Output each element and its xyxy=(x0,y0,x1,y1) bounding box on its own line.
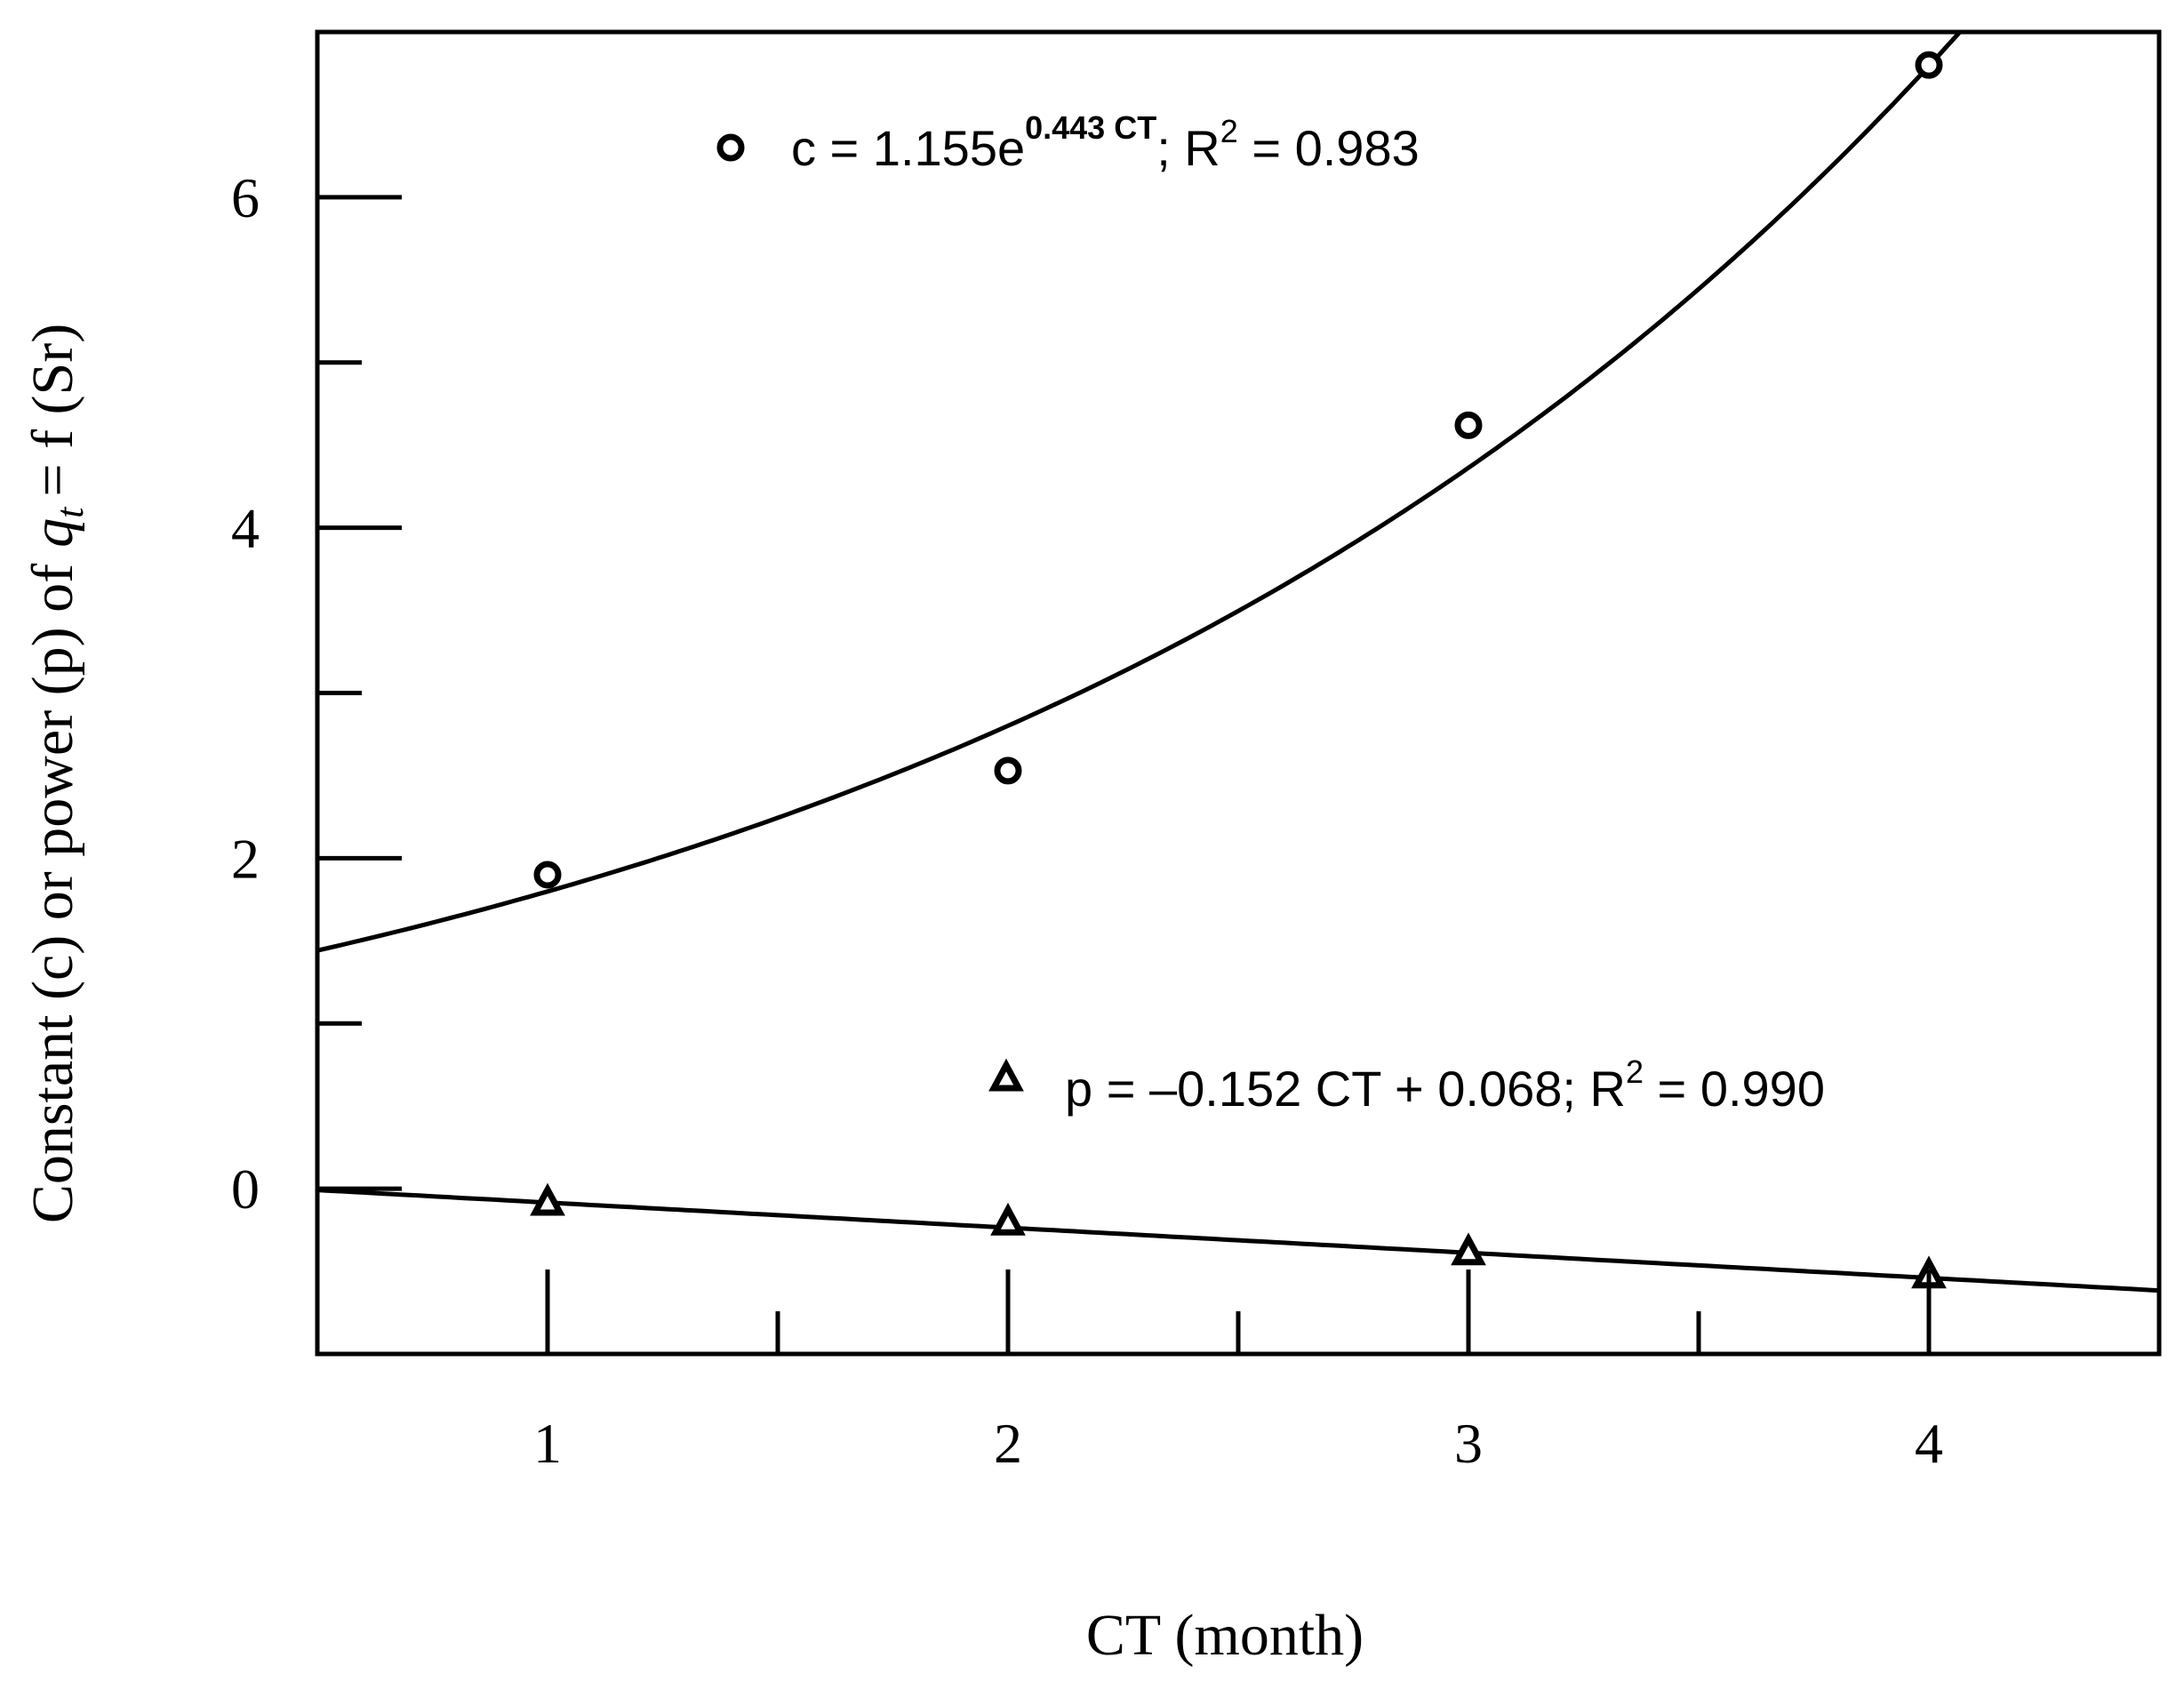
y-tick-label: 4 xyxy=(231,497,260,560)
point-p xyxy=(1451,1232,1486,1266)
point-c xyxy=(1454,411,1483,439)
legend-c-text: c = 1.155e0.443 CT; R2 = 0.983 xyxy=(791,109,1420,176)
x-tick-label: 3 xyxy=(1454,1412,1483,1475)
legend-p-marker xyxy=(988,1058,1024,1092)
x-tick-label: 4 xyxy=(1915,1412,1943,1475)
x-tick-label: 2 xyxy=(994,1412,1022,1475)
y-tick-label: 6 xyxy=(231,166,260,229)
legend-c-marker xyxy=(716,133,745,162)
legend-p: p = –0.152 CT + 0.068; R2 = 0.990 xyxy=(988,1053,1825,1117)
y-tick-label: 2 xyxy=(231,827,260,890)
fit-line-c xyxy=(317,32,1964,953)
axis-ticks xyxy=(317,195,1932,1354)
point-p xyxy=(530,1182,565,1216)
point-p xyxy=(990,1202,1026,1236)
axis-tick-labels: 0 2 4 6 1 2 3 4 xyxy=(231,166,1943,1475)
x-axis-label: CT (month) xyxy=(1086,1603,1364,1668)
legend-p-text: p = –0.152 CT + 0.068; R2 = 0.990 xyxy=(1065,1053,1825,1117)
x-tick-label: 1 xyxy=(533,1412,562,1475)
fit-lines xyxy=(317,32,2159,1294)
plot-border xyxy=(315,29,2162,1357)
legend-c: c = 1.155e0.443 CT; R2 = 0.983 xyxy=(716,109,1420,176)
y-tick-label: 0 xyxy=(231,1157,260,1221)
data-markers xyxy=(530,51,1947,1289)
point-c xyxy=(1915,51,1943,79)
y-axis-label: Constant (c) or power (p) ofqt= f (Sr) xyxy=(20,324,92,1223)
point-c xyxy=(994,757,1022,785)
point-c xyxy=(533,861,562,889)
plot-frame xyxy=(315,29,2162,1357)
fit-line-p xyxy=(317,1188,2159,1294)
